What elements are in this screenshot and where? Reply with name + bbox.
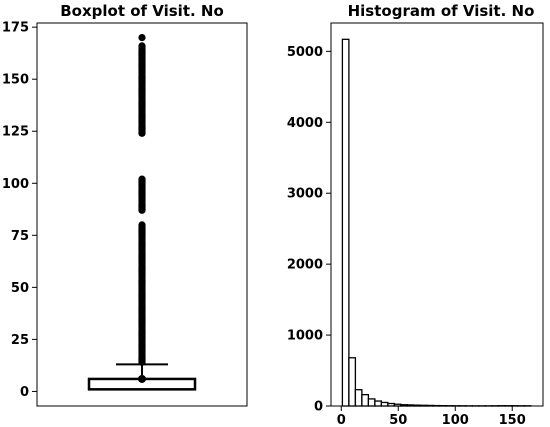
histogram-frame: [330, 22, 544, 407]
histogram-bar: [348, 357, 357, 407]
histogram-x-tick-label: 0: [337, 413, 346, 427]
boxplot-outlier-point: [138, 33, 146, 42]
histogram-bar: [367, 398, 376, 407]
histogram-y-axis: 0 1000 2000 3000 4000 5000: [287, 45, 331, 415]
histogram-y-tick-label: 5000: [287, 45, 323, 60]
histogram-bar: [354, 389, 363, 407]
histogram-bar: [374, 400, 383, 407]
histogram-bar: [393, 403, 402, 407]
histogram-bar: [400, 404, 409, 407]
boxplot-y-tick-label: 150: [2, 73, 29, 88]
boxplot-mean-marker: [138, 374, 146, 383]
histogram-x-tick-label: 50: [389, 413, 407, 427]
histogram-panel: Histogram of Visit. No 01000200030004000…: [287, 2, 544, 427]
boxplot-title: Boxplot of Visit. No: [60, 2, 224, 20]
histogram-bar: [380, 401, 389, 407]
boxplot-y-tick-label: 125: [2, 125, 29, 140]
boxplot-outlier-point: [138, 42, 146, 50]
boxplot-outlier-point: [138, 221, 146, 229]
histogram-bar: [341, 38, 350, 407]
histogram-x-axis: 0 50 100 150: [337, 406, 526, 427]
histogram-y-tick-label: 1000: [287, 329, 323, 344]
boxplot-outlier-point: [138, 175, 146, 183]
histogram-x-tick-label: 150: [499, 413, 526, 427]
histogram-bar: [406, 404, 415, 407]
histogram-x-tick-label: 100: [442, 413, 469, 427]
boxplot-y-tick-label: 175: [2, 21, 29, 36]
boxplot-y-tick-label: 100: [2, 177, 29, 192]
boxplot-y-tick-label: 50: [11, 281, 29, 296]
boxplot-outliers: [138, 33, 146, 366]
boxplot-y-tick-label: 75: [11, 229, 29, 244]
histogram-y-tick-label: 3000: [287, 187, 323, 202]
histogram-y-tick-label: 0: [314, 400, 323, 415]
histogram-bars: [341, 38, 532, 407]
boxplot-y-axis: 0 25 50 75 100 125 150 175: [2, 21, 37, 400]
histogram-y-tick-label: 2000: [287, 258, 323, 273]
boxplot-y-tick-label: 0: [20, 385, 29, 400]
boxplot-frame: [36, 22, 248, 407]
histogram-bar: [361, 394, 370, 407]
boxplot-y-tick-label: 25: [11, 333, 29, 348]
histogram-bar: [387, 402, 396, 407]
histogram-bar: [413, 404, 422, 407]
histogram-bar: [426, 404, 435, 407]
histogram-title: Histogram of Visit. No: [348, 2, 535, 20]
histogram-bar: [419, 404, 428, 407]
boxplot-panel: Boxplot of Visit. No 0 25 50 75 100 125 150 175: [2, 2, 248, 407]
histogram-y-tick-label: 4000: [287, 116, 323, 131]
